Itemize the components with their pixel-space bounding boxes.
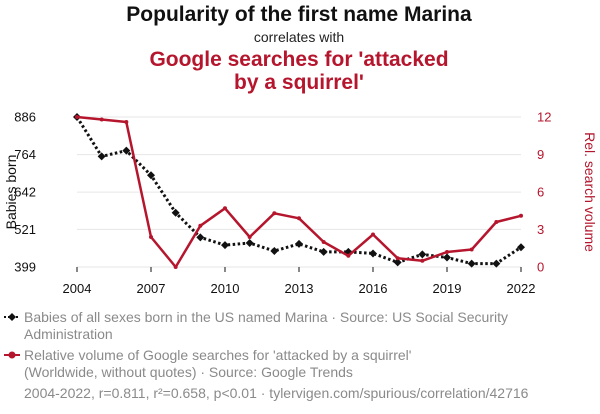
left-tick-label: 886 [14,110,36,125]
chart-subtitle: correlates with [254,29,344,45]
right-axis-label: Rel. search volume [582,132,598,252]
x-tick-label: 2013 [285,281,314,296]
data-point [494,220,499,224]
series-searches [75,115,523,269]
data-point [321,240,326,244]
data-point [171,208,180,217]
data-point [295,239,303,248]
left-tick-label: 521 [14,222,36,237]
data-point [124,120,129,124]
x-tick-label: 2007 [137,281,166,296]
legend-swatch-babies-marker [8,313,16,321]
legend: Babies of all sexes born in the US named… [4,309,508,380]
series-babies [73,113,525,268]
data-point [369,249,377,258]
chart-title: Popularity of the first name Marina [126,3,472,26]
data-point [420,258,425,263]
chart-title2-line1: Google searches for 'attacked [149,48,448,71]
data-point [492,259,501,268]
data-point [149,235,153,239]
data-point [221,241,229,250]
legend-swatch-searches-marker [8,351,16,359]
legend-babies-line2: Administration [24,326,113,342]
x-axis-ticks: 2004 2007 2010 2013 2016 2019 2022 [63,267,536,296]
right-tick-label: 12 [537,110,551,125]
data-point [75,115,79,119]
data-point [469,247,474,252]
legend-babies-line1: Babies of all sexes born in the US named… [24,309,508,325]
data-point [371,232,375,237]
data-point [99,117,104,122]
left-axis-ticks: 399 521 642 764 886 [14,110,36,275]
data-point [270,246,279,255]
data-point [346,253,351,258]
x-tick-label: 2019 [433,281,462,296]
footer-stats: 2004-2022, r=0.811, r²=0.658, p<0.01 · t… [24,385,529,401]
left-tick-label: 642 [14,185,36,200]
data-point [319,247,328,256]
left-tick-label: 764 [14,147,36,162]
data-point [467,259,476,268]
data-point [247,235,252,239]
chart-title2-line2: by a squirrel' [234,71,364,94]
data-point [196,233,205,242]
data-point [297,216,301,221]
data-point [393,258,402,267]
data-point [97,152,106,161]
data-point [519,213,523,218]
right-tick-label: 9 [537,147,544,162]
data-point [122,146,131,155]
left-axis-label: Babies born [3,155,19,230]
data-point [395,256,400,261]
data-point [173,265,178,269]
x-tick-label: 2004 [63,281,92,296]
right-tick-label: 0 [537,260,544,275]
data-point [443,253,451,262]
data-point [245,238,254,247]
data-point [418,250,427,259]
data-point [272,211,277,216]
data-point [223,206,227,211]
x-tick-label: 2016 [359,281,388,296]
right-tick-label: 6 [537,185,544,200]
data-point [517,243,525,252]
right-tick-label: 3 [537,222,544,237]
x-tick-label: 2022 [507,281,536,296]
legend-searches-line1: Relative volume of Google searches for '… [24,347,411,363]
legend-searches-line2: (Worldwide, without quotes) · Source: Go… [24,364,353,380]
left-tick-label: 399 [14,260,36,275]
x-tick-label: 2010 [211,281,240,296]
data-point [445,250,449,254]
data-point [147,171,155,180]
data-point [198,223,203,228]
right-axis-ticks: 0 3 6 9 12 [537,110,551,275]
